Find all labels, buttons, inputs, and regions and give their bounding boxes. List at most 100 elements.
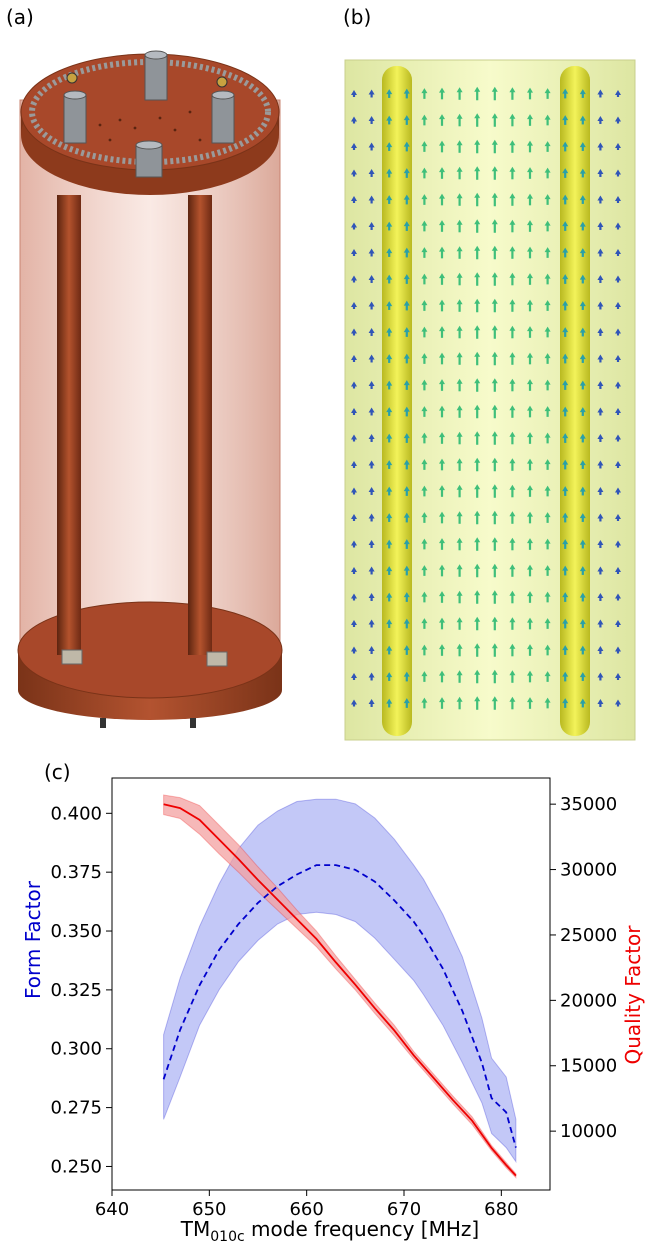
field-arrow-head (562, 247, 569, 253)
field-arrow-head (509, 405, 516, 411)
field-arrow-head (491, 563, 498, 569)
field-arrow-head (579, 115, 586, 121)
field-arrow-head (439, 405, 445, 411)
field-arrow-head (615, 328, 621, 334)
field-arrow-head (403, 539, 410, 545)
field-arrow-head (368, 672, 375, 678)
field-arrow-head (456, 140, 463, 146)
field-arrow-head (403, 221, 410, 227)
field-arrow-head (579, 142, 586, 148)
field-arrow-head (386, 645, 393, 651)
field-arrow-head (421, 379, 428, 385)
field-arrow-head (421, 273, 428, 279)
field-arrow-head (351, 434, 357, 440)
field-arrow-head (509, 643, 516, 649)
field-arrow-head (421, 671, 428, 677)
field-arrow-head (562, 380, 569, 386)
field-arrow-head (527, 326, 533, 332)
field-arrow-head (509, 352, 516, 358)
field-arrow-head (386, 115, 393, 121)
field-arrow-head (368, 169, 375, 175)
field-arrow-head (615, 116, 621, 122)
field-arrow-head (351, 275, 357, 281)
field-arrow-head (615, 593, 621, 599)
field-arrow-head (439, 670, 445, 676)
field-arrow-head (368, 646, 375, 652)
field-arrow-head (509, 325, 516, 331)
field-arrow-head (421, 114, 428, 120)
panel-label-b: (b) (343, 5, 372, 29)
field-arrow-head (544, 459, 551, 465)
field-arrow-head (439, 564, 445, 570)
field-arrow-head (474, 669, 481, 675)
field-arrow-head (421, 167, 428, 173)
field-arrow-head (579, 592, 586, 598)
field-arrow-head (579, 698, 586, 704)
field-arrow-head (421, 220, 428, 226)
field-arrow-head (527, 352, 533, 358)
field-arrow-head (351, 196, 357, 201)
field-arrow-head (562, 221, 569, 227)
x-tick-label: 670 (387, 1199, 421, 1220)
field-arrow-head (386, 433, 393, 439)
field-arrow-head (597, 354, 604, 360)
field-arrow-head (579, 407, 586, 413)
field-arrow-head (403, 645, 410, 651)
field-arrow-head (474, 537, 481, 543)
field-arrow-head (368, 301, 375, 307)
field-arrow-head (579, 380, 586, 386)
field-arrow-head (597, 646, 604, 652)
field-arrow-head (527, 405, 533, 411)
cavity-rendering (17, 50, 283, 728)
field-arrow-head (456, 219, 463, 225)
field-arrow-head (456, 299, 463, 305)
field-arrow-head (403, 327, 410, 333)
field-arrow-head (491, 166, 498, 172)
field-arrow-head (562, 645, 569, 651)
field-arrow-head (491, 669, 498, 675)
top-posts (63, 50, 235, 178)
field-arrow-head (597, 195, 604, 201)
field-arrow-head (403, 486, 410, 492)
field-arrow-head (421, 459, 428, 465)
field-arrow-head (579, 433, 586, 439)
field-arrow-head (351, 116, 357, 122)
field-arrow-head (597, 434, 604, 440)
plot-frame (111, 777, 551, 1191)
y-tick-label-right: 10000 (560, 1121, 617, 1142)
field-arrow-head (456, 113, 463, 119)
field-arrow-head (439, 246, 445, 252)
field-arrow-head (386, 142, 393, 148)
field-arrow-head (403, 274, 410, 280)
field-arrow-head (562, 539, 569, 545)
field-arrow-head (491, 431, 498, 437)
field-arrow-head (421, 300, 428, 306)
y-tick-label-left: 0.375 (50, 862, 102, 883)
y-tick-label-left: 0.275 (50, 1098, 102, 1119)
field-arrow-head (403, 300, 410, 306)
field-arrow-head (562, 592, 569, 598)
field-arrow-head (509, 564, 516, 570)
field-arrow-head (439, 485, 445, 491)
field-arrow-head (386, 407, 393, 413)
field-arrow-head (421, 406, 428, 412)
field-arrow-head (509, 670, 516, 676)
field-arrow-head (421, 591, 428, 597)
field-arrow-head (544, 538, 551, 544)
field-arrow-head (386, 513, 393, 519)
field-arrow-head (421, 565, 428, 571)
field-arrow-head (509, 166, 516, 172)
y-tick-label-left: 0.400 (50, 803, 102, 824)
field-arrow-head (491, 696, 498, 702)
field-arrow-head (351, 381, 357, 387)
field-arrow-head (474, 139, 481, 145)
field-arrow-head (562, 512, 569, 518)
field-arrow-head (439, 193, 445, 199)
field-arrow-head (491, 245, 498, 251)
field-arrow-head (474, 192, 481, 198)
field-arrow-head (474, 219, 481, 225)
field-arrow-head (421, 353, 428, 359)
field-arrow-head (491, 643, 498, 649)
field-arrow-head (615, 249, 621, 254)
field-arrow-head (421, 485, 428, 491)
